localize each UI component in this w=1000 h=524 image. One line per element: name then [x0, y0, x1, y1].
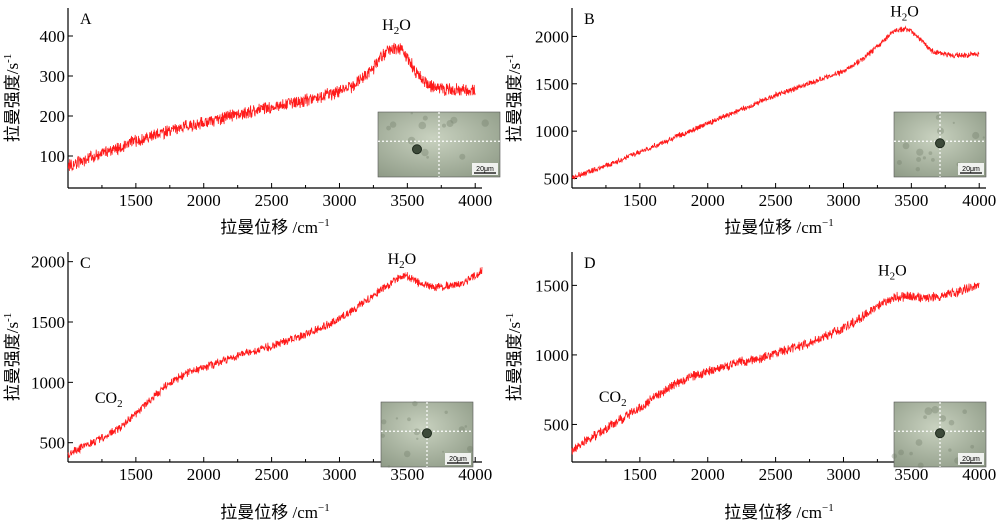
panel-d: 1500 2000 2500 3000 3500 4000 500 1000 1500 D H2O C…: [504, 252, 996, 522]
micrograph-inset: 20μm: [893, 111, 987, 178]
x-tick-label: 2500: [255, 191, 289, 210]
y-tick-label: 400: [40, 27, 66, 46]
y-tick-label: 1000: [31, 373, 65, 392]
y-tick-label: 300: [40, 67, 66, 86]
panel-letter: D: [584, 255, 596, 272]
scale-bar-label: 20μm: [449, 456, 467, 463]
peak-annotation: H2O: [890, 4, 919, 24]
x-tick-label: 4000: [458, 191, 492, 210]
y-tick-label: 200: [40, 107, 66, 126]
peak-annotation: H2O: [382, 17, 411, 37]
x-tick-label: 2500: [759, 465, 793, 484]
y-tick-label: 2000: [535, 27, 569, 46]
panel-letter: A: [80, 11, 92, 28]
panel-b: 1500 2000 2500 3000 3500 4000 500 1000 1500 2000 B…: [504, 4, 996, 237]
x-tick-label: 2500: [759, 191, 793, 210]
x-tick-label: 2000: [187, 465, 221, 484]
y-tick-label: 1500: [535, 276, 569, 295]
x-axis-title: 拉曼位移 /cm−1: [220, 217, 329, 237]
x-tick-label: 2500: [255, 465, 289, 484]
x-tick-label: 2000: [691, 191, 725, 210]
micrograph-inset: 20μm: [377, 111, 501, 178]
x-tick-label: 1500: [119, 191, 153, 210]
y-tick-label: 1000: [535, 122, 569, 141]
y-axis-title: 拉曼强度/s-1: [504, 54, 524, 143]
panel-letter: B: [584, 11, 595, 28]
y-tick-label: 500: [544, 170, 570, 189]
y-tick-label: 2000: [31, 253, 65, 272]
y-tick-label: 1500: [31, 313, 65, 332]
scale-bar-label: 20μm: [962, 456, 980, 463]
spectrum-line: [571, 25, 980, 180]
panel-letter: C: [80, 255, 91, 272]
fluid-inclusion: [935, 138, 945, 149]
y-axis-title: 拉曼强度/s-1: [504, 313, 524, 402]
x-tick-label: 4000: [962, 191, 996, 210]
x-tick-label: 1500: [623, 465, 657, 484]
spectrum-line: [571, 282, 980, 455]
peak-annotation: CO2: [95, 390, 123, 410]
y-tick-label: 1000: [535, 346, 569, 365]
y-tick-label: 500: [40, 434, 66, 453]
micrograph-inset: 20μm: [891, 401, 987, 469]
x-axis-title: 拉曼位移 /cm−1: [724, 217, 833, 237]
scale-bar-label: 20μm: [962, 166, 980, 173]
x-tick-label: 4000: [962, 465, 996, 484]
micrograph-inset: 20μm: [380, 400, 474, 468]
x-axis-title: 拉曼位移 /cm−1: [724, 502, 833, 522]
y-axis-title: 拉曼强度/s-1: [2, 54, 22, 143]
x-tick-label: 3500: [894, 191, 928, 210]
y-tick-label: 100: [40, 147, 66, 166]
panel-c: 1500 2000 2500 3000 3500 4000 500 1000 1500 2000 C…: [2, 251, 492, 522]
peak-annotation: H2O: [388, 251, 417, 271]
x-tick-label: 3500: [894, 465, 928, 484]
y-tick-label: 1500: [535, 75, 569, 94]
x-tick-label: 3000: [322, 191, 356, 210]
x-tick-label: 3000: [826, 465, 860, 484]
spectrum-line: [67, 42, 476, 172]
peak-annotation: CO2: [599, 389, 627, 409]
y-axis-title: 拉曼强度/s-1: [2, 313, 22, 402]
x-tick-label: 3000: [826, 191, 860, 210]
panel-a: 1500 2000 2500 3000 3500 4000 100 200 300 400 A H2O…: [2, 8, 501, 237]
fluid-inclusion: [422, 428, 432, 439]
x-tick-label: 3000: [322, 465, 356, 484]
scale-bar-label: 20μm: [476, 166, 494, 173]
x-tick-label: 2000: [187, 191, 221, 210]
fluid-inclusion: [412, 144, 422, 155]
x-tick-label: 1500: [119, 465, 153, 484]
peak-annotation: H2O: [878, 263, 907, 283]
x-tick-label: 2000: [691, 465, 725, 484]
x-tick-label: 3500: [390, 465, 424, 484]
x-tick-label: 1500: [623, 191, 657, 210]
spectrum-line: [67, 267, 483, 458]
x-axis-title: 拉曼位移 /cm−1: [220, 502, 329, 522]
x-tick-label: 3500: [390, 191, 424, 210]
x-tick-label: 4000: [458, 465, 492, 484]
y-tick-label: 500: [544, 415, 570, 434]
fluid-inclusion: [935, 428, 945, 439]
